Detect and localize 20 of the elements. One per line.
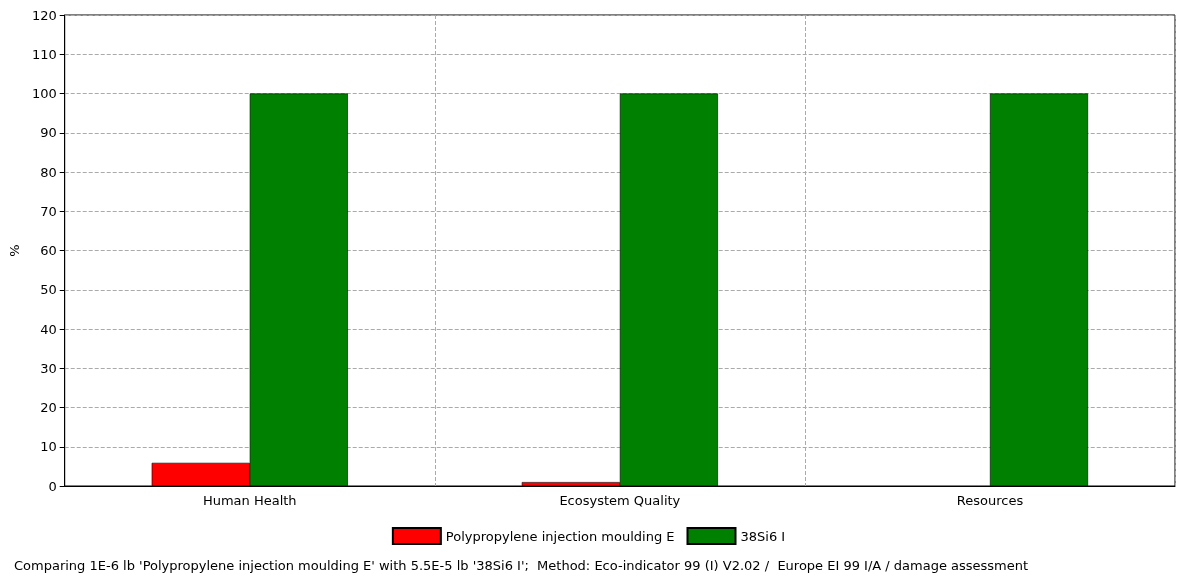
y-axis-title: % — [7, 244, 22, 257]
y-tick-label: 90 — [40, 125, 57, 141]
legend-label: Polypropylene injection moulding E — [445, 528, 675, 544]
x-tick-label: Human Health — [202, 493, 297, 508]
y-tick-label: 70 — [40, 203, 57, 219]
legend-label: 38Si6 I — [740, 528, 786, 544]
y-tick-label: 40 — [40, 321, 57, 337]
y-tick-label: 80 — [40, 164, 57, 180]
x-tick-label: Resources — [956, 493, 1024, 508]
y-tick-label: 0 — [48, 478, 57, 494]
y-tick-label: 100 — [31, 86, 57, 101]
x-tick-label: Ecosystem Quality — [559, 493, 681, 508]
y-tick-label: 120 — [31, 7, 57, 23]
text: Comparing 1E-6 lb 'Polypropylene injection moulding E' with 5.5E-5 lb '38Si6 I'; Method: Eco-indicator 99 (I) V2.02 / Europe EI 99 I/A / damage assessment — [14, 558, 1029, 573]
y-tick-label: 110 — [31, 46, 57, 62]
y-tick-label: 10 — [40, 439, 57, 455]
y-tick-label: 20 — [40, 400, 57, 415]
y-tick-label: 30 — [40, 360, 57, 376]
y-tick-label: 60 — [40, 243, 57, 258]
y-tick-label: 50 — [40, 282, 57, 298]
